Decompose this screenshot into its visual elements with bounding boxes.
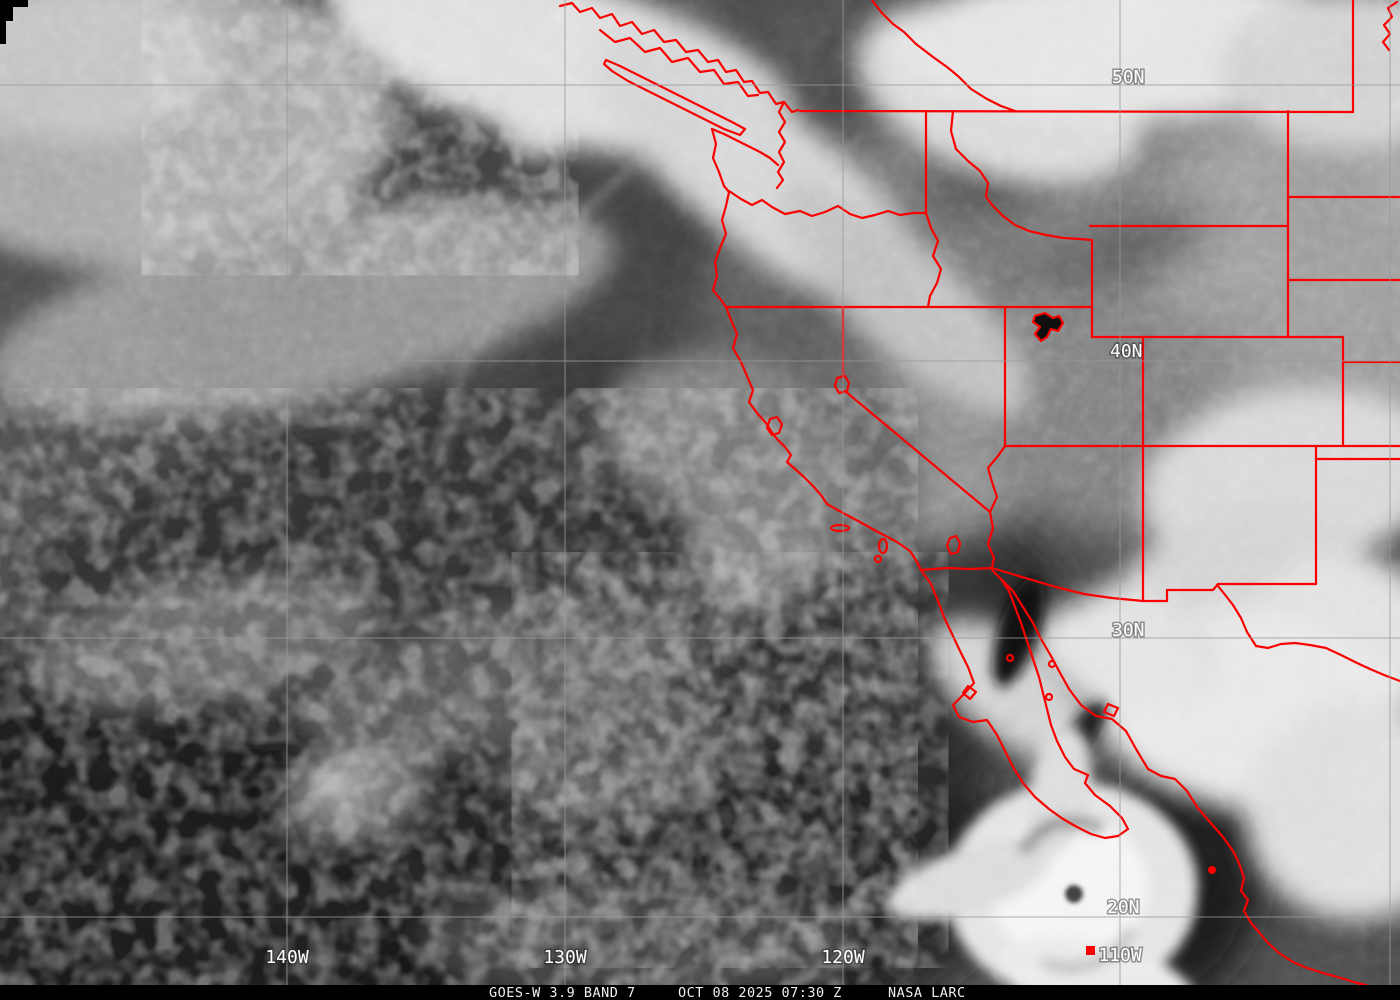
label-lat-40n: 40N: [1110, 341, 1143, 362]
tiburon-island: [1102, 702, 1120, 718]
image-edge-notch: [0, 0, 28, 44]
label-lon-130w: 130W: [543, 947, 587, 968]
border-idaho-montana: [949, 109, 1094, 242]
isla-marias-marker: [1208, 866, 1216, 874]
socorro-island-marker: [1086, 946, 1095, 955]
border-newmexico-south: [1141, 582, 1318, 603]
coastline-california: [724, 305, 923, 572]
coastline-washington-oregon: [710, 127, 731, 309]
baja-california-peninsula: [919, 568, 1130, 840]
caption-bar-background: [0, 985, 1400, 1000]
label-lat-50n: 50N: [1112, 67, 1145, 88]
strait-juan-de-fuca: [710, 127, 780, 167]
caption-bar: GOES-W 3.9 BAND 7 OCT 08 2025 07:30 Z NA…: [0, 985, 1400, 1000]
great-salt-lake: [1031, 311, 1065, 343]
san-clemente-island: [873, 554, 883, 564]
border-canada-ne-squiggle: [1381, 0, 1399, 52]
coastline-british-columbia: [558, 1, 800, 114]
coastline-mainland-mexico: [998, 576, 1371, 988]
label-lat-30n: 30N: [1112, 620, 1145, 641]
label-lon-110w: 110W: [1098, 945, 1142, 966]
boundary-overlay: [558, 0, 1400, 988]
caption-product: GOES-W 3.9 BAND 7: [489, 985, 636, 1000]
cedros-island: [961, 684, 978, 701]
caption-timestamp: OCT 08 2025 07:30 Z: [678, 985, 842, 1000]
latlon-grid-labels: 50N 40N 30N 20N 140W 130W 120W 110W: [264, 66, 1146, 970]
san-francisco-bay: [765, 415, 784, 437]
gulf-island-3: [1044, 692, 1054, 702]
caption-credit: NASA LARC: [888, 985, 966, 1000]
border-oregon-idaho: [924, 211, 943, 309]
border-colorado-river: [986, 444, 1007, 569]
border-us-canada: [798, 109, 1355, 114]
coastline-bc-fjords-inner: [598, 28, 760, 98]
lake-tahoe: [833, 374, 851, 395]
salton-sea: [945, 534, 962, 556]
channel-islands-north: [829, 523, 851, 533]
border-california-mexico: [919, 566, 994, 572]
border-arizona-mexico: [990, 566, 1145, 603]
border-washington-oregon: [727, 189, 928, 220]
label-lon-140w: 140W: [265, 947, 309, 968]
border-bc-alberta: [870, 0, 1017, 113]
puget-sound: [775, 100, 787, 190]
gulf-island-2: [1047, 659, 1057, 669]
gulf-island-1: [1005, 653, 1015, 663]
label-lon-120w: 120W: [821, 947, 865, 968]
channel-islands-south: [877, 537, 889, 555]
border-rio-grande: [1216, 584, 1400, 683]
label-lat-20n: 20N: [1107, 897, 1140, 918]
